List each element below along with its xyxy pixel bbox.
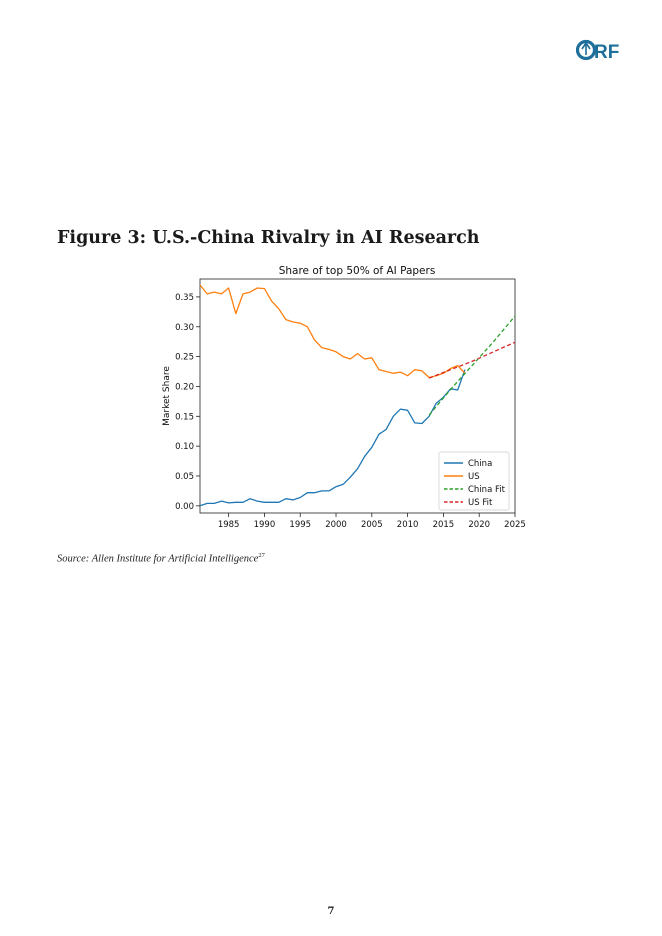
figure-title: Figure 3: U.S.-China Rivalry in AI Resea… [57, 228, 480, 248]
legend: China US China Fit US Fit [438, 451, 510, 511]
y-tick-label: 0.15 [175, 412, 194, 422]
y-axis-label: Market Share [162, 366, 172, 426]
page-number: 7 [327, 906, 335, 917]
x-tick-label: 2015 [433, 520, 455, 530]
series-line-china-fit [428, 315, 516, 416]
y-tick-label: 0.35 [175, 293, 194, 303]
y-tick-label: 0.00 [175, 502, 194, 512]
y-tick-label: 0.25 [175, 353, 194, 363]
legend-label: China [468, 459, 492, 469]
figure-source: Source: Allen Institute for Artificial I… [57, 552, 265, 565]
market-share-chart: Share of top 50% of AI Papers 0.000.050.… [162, 265, 526, 530]
y-axis: 0.00 0.05 0.10 0.15 0.20 0.25 0.30 0.35 [175, 293, 200, 512]
orf-logo: RF [576, 39, 619, 61]
y-tick-label: 0.20 [175, 382, 194, 392]
legend-label: US Fit [468, 498, 493, 508]
logo-text: RF [594, 42, 619, 61]
legend-box [438, 451, 510, 511]
legend-label: US [468, 472, 480, 482]
y-tick-label: 0.05 [175, 472, 194, 482]
series-line-us [199, 284, 466, 379]
x-tick-label: 2025 [504, 520, 526, 530]
source-text: Source: Allen Institute for Artificial I… [57, 553, 259, 565]
plot-frame [199, 278, 516, 514]
series-line-china [199, 369, 466, 507]
x-axis: 1985 1990 1995 2000 2005 2010 2015 2020 2025 [218, 513, 526, 530]
series-layer [199, 284, 516, 507]
x-tick-label: 1995 [289, 520, 311, 530]
chart-title: Share of top 50% of AI Papers [279, 265, 436, 277]
x-tick-label: 2010 [397, 520, 419, 530]
logo-ring-icon [576, 39, 597, 61]
y-tick-label: 0.10 [175, 442, 194, 452]
series-line-us-fit [428, 341, 516, 379]
legend-label: China Fit [468, 485, 506, 495]
x-tick-label: 2000 [325, 520, 347, 530]
logo-tree-icon [581, 41, 591, 55]
x-tick-label: 2005 [361, 520, 383, 530]
y-tick-label: 0.30 [175, 323, 194, 333]
source-footnote: 27 [258, 552, 265, 559]
x-tick-label: 1990 [254, 520, 276, 530]
x-tick-label: 2020 [468, 520, 490, 530]
x-tick-label: 1985 [218, 520, 240, 530]
